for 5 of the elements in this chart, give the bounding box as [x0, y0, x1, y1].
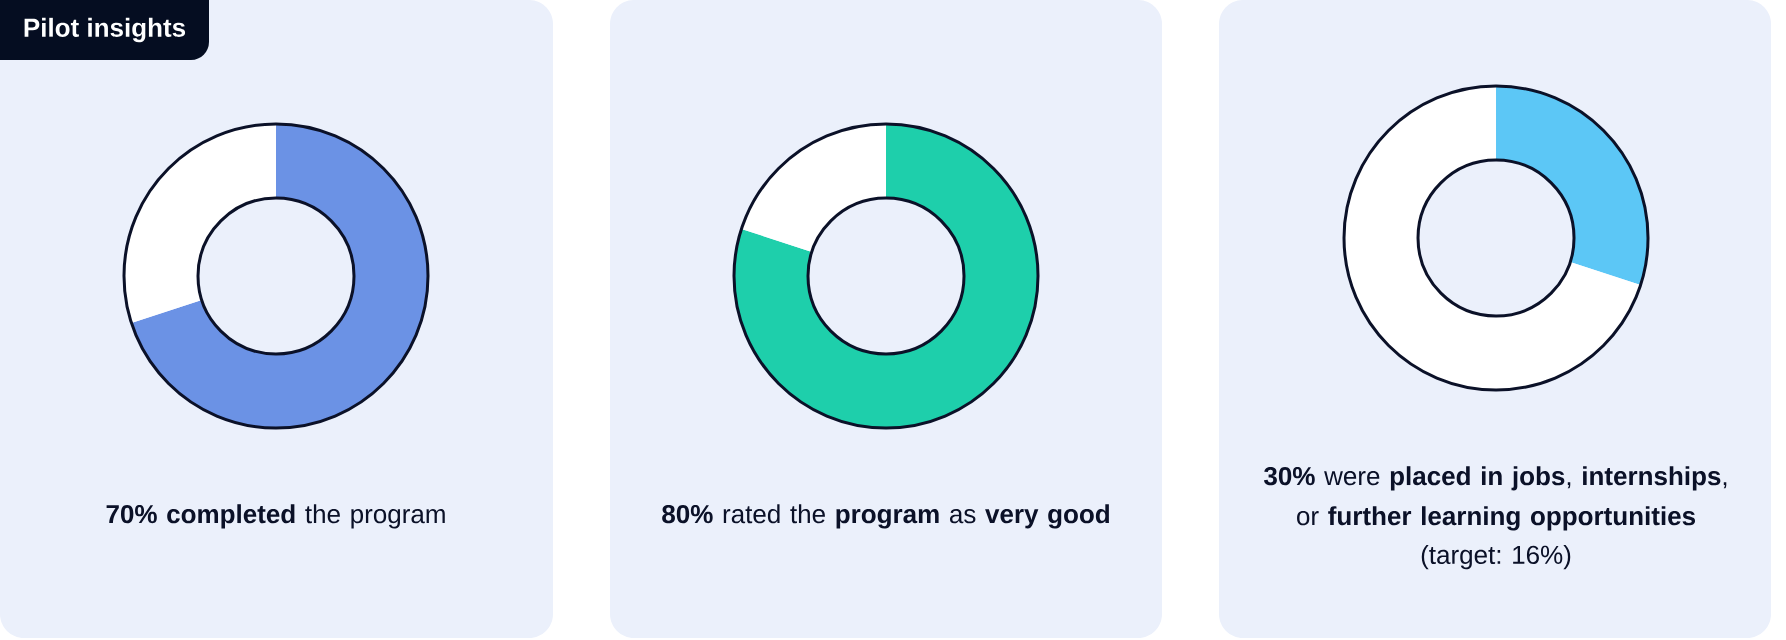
text: (target: 16%): [1421, 544, 1571, 570]
chart-title: Pilot insights: [24, 17, 186, 43]
text: 30% were placed in jobs, internships, or further learning opportunities: [1264, 466, 1727, 531]
text: 70% completed the program: [106, 504, 445, 529]
text: 80% rated the program as very good: [662, 504, 1109, 529]
